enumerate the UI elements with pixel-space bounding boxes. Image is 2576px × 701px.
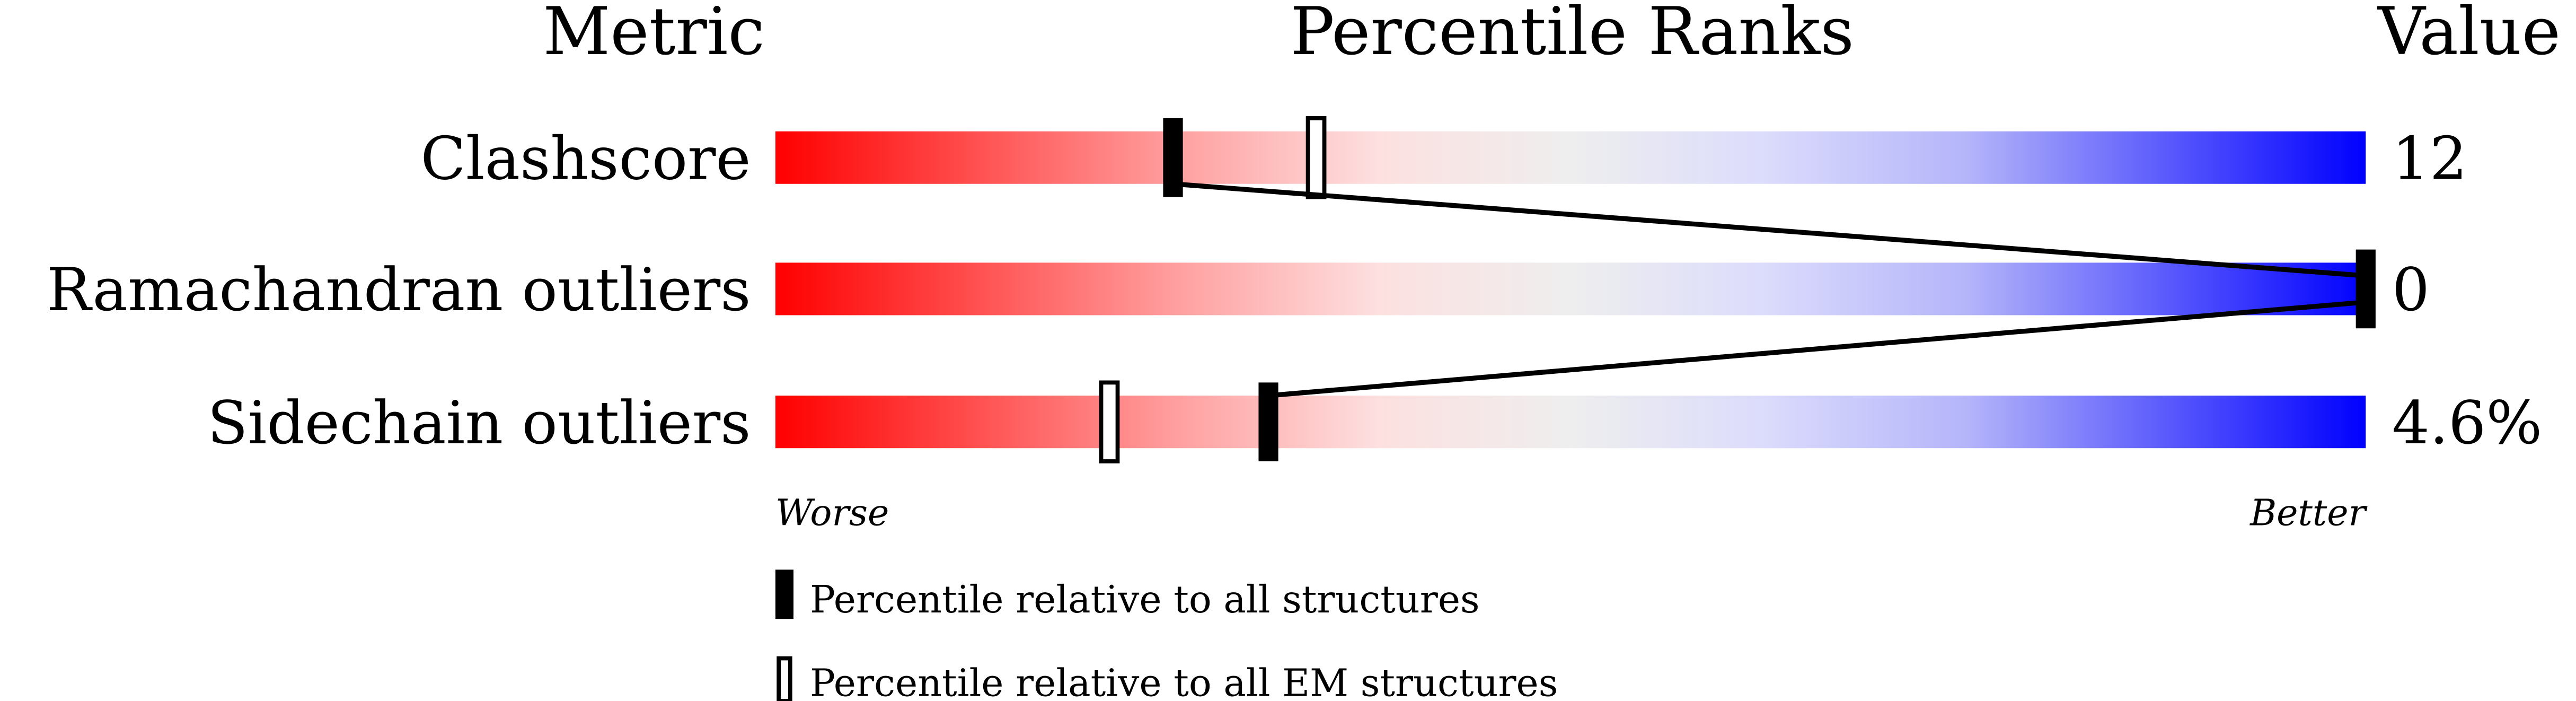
legend-filled-marker [775, 569, 794, 619]
em-percentile-marker [1099, 380, 1120, 463]
header-ranks: Percentile Ranks [1290, 0, 1854, 70]
percentile-bar [775, 396, 2366, 449]
legend-label-all: Percentile relative to all structures [810, 577, 1480, 621]
legend-label-em: Percentile relative to all EM structures [810, 661, 1558, 701]
metric-value: 0 [2392, 256, 2430, 325]
metric-label: Ramachandran outliers [47, 256, 751, 325]
all-percentile-marker [1258, 382, 1278, 461]
axis-label-better: Better [2249, 493, 2368, 534]
percentile-bar [775, 131, 2366, 184]
metric-label: Clashscore [421, 125, 751, 194]
em-percentile-marker [1305, 116, 1327, 199]
header-metric: Metric [543, 0, 764, 70]
all-percentile-marker [1163, 118, 1183, 197]
header-value: Value [2377, 0, 2561, 70]
axis-label-worse: Worse [775, 493, 889, 534]
metric-value: 12 [2392, 125, 2467, 194]
metric-label: Sidechain outliers [207, 389, 751, 458]
metric-value: 4.6% [2392, 389, 2542, 458]
all-percentile-marker [2356, 249, 2376, 329]
legend-hollow-marker [777, 656, 792, 701]
percentile-bar [775, 262, 2366, 316]
